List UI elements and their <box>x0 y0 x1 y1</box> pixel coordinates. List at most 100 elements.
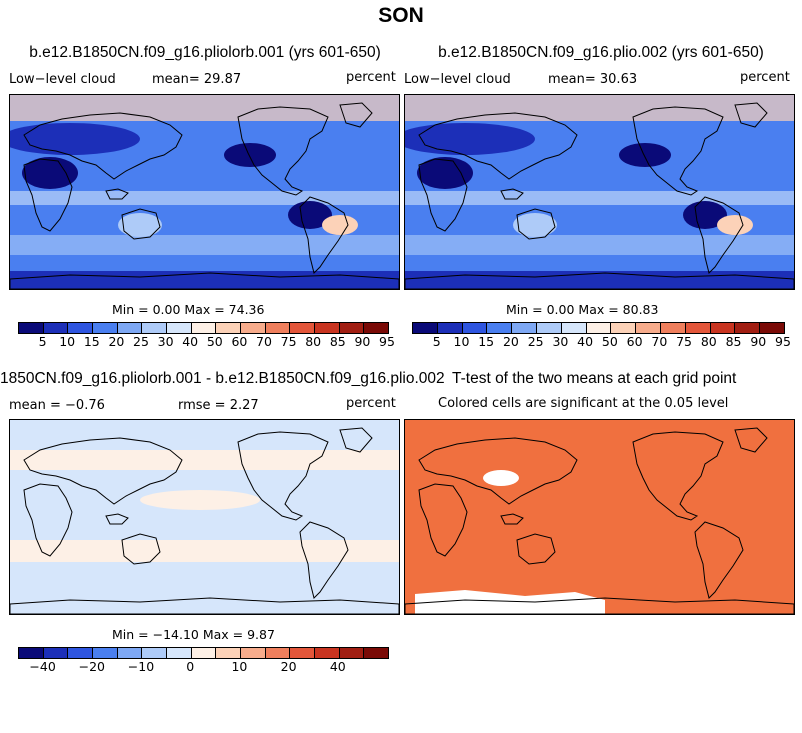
colorbar-swatch <box>760 323 784 333</box>
colorbar-swatch <box>216 648 242 658</box>
colorbar-tick-label: 30 <box>552 334 569 349</box>
map-ttest <box>404 419 795 615</box>
colorbar-swatch <box>19 648 44 658</box>
atlantic-warm <box>717 215 753 235</box>
panel-mean-label: mean= 30.63 <box>548 72 638 87</box>
colorbar-swatch <box>216 323 242 333</box>
coastline <box>23 158 73 232</box>
panel-minmax: Min = 0.00 Max = 80.83 <box>506 302 659 317</box>
california-stratus <box>619 143 671 167</box>
coastline <box>23 112 183 180</box>
atlantic-warm <box>322 215 358 235</box>
colorbar-swatch <box>93 323 118 333</box>
southern-band <box>10 235 399 255</box>
colorbar-swatch <box>315 323 340 333</box>
panel-significance-note: Colored cells are significant at the 0.0… <box>438 396 729 411</box>
coastline <box>632 106 724 196</box>
coastline <box>694 521 744 599</box>
colorbar-tick-label: 75 <box>676 334 693 349</box>
colorbar-swatch <box>611 323 637 333</box>
colorbar-swatch <box>339 323 365 333</box>
panel-units-label: percent <box>346 396 396 411</box>
colorbar-swatch <box>437 323 463 333</box>
coastline <box>405 597 794 614</box>
colorbar-swatch <box>735 323 761 333</box>
non-significant-patch <box>483 470 519 486</box>
colorbar-tick-label: 15 <box>478 334 495 349</box>
colorbar-swatch <box>636 323 661 333</box>
coastline <box>105 513 129 525</box>
colorbar-tick-label: 5 <box>38 334 47 349</box>
africa-stratus <box>417 157 473 189</box>
diff-warm-patch <box>140 490 260 510</box>
colorbar-swatch <box>290 648 316 658</box>
colorbar-swatch <box>117 648 143 658</box>
colorbar-cloud-right <box>412 322 785 334</box>
colorbar-swatch <box>685 323 711 333</box>
australia-desert <box>513 213 557 237</box>
colorbar-tick-label: 60 <box>626 334 643 349</box>
colorbar-swatch <box>167 648 192 658</box>
panel-rmse-label: rmse = 2.27 <box>178 398 259 413</box>
significant-field <box>405 420 794 614</box>
colorbar-swatch <box>241 648 266 658</box>
map-cloud-plio <box>404 94 795 290</box>
colorbar-tick-label: −10 <box>127 659 155 674</box>
colorbar-swatch <box>191 648 217 658</box>
coastline <box>299 521 349 599</box>
colorbar-swatch <box>710 323 736 333</box>
colorbar-swatch <box>142 648 168 658</box>
colorbar-tick-label: 60 <box>231 334 248 349</box>
colorbar-tick-label: 85 <box>329 334 346 349</box>
eurasia-low <box>405 123 535 155</box>
california-stratus <box>224 143 276 167</box>
colorbar-tick-label: 50 <box>206 334 223 349</box>
colorbar-tick-label: 90 <box>750 334 767 349</box>
colorbar-tick-label: 50 <box>601 334 618 349</box>
non-significant-patch <box>415 590 605 614</box>
colorbar-tick-label: 25 <box>133 334 149 349</box>
colorbar-tick-label: 95 <box>379 334 395 349</box>
colorbar-tick-label: 90 <box>354 334 371 349</box>
colorbar-swatch <box>43 648 69 658</box>
coastline <box>694 196 744 274</box>
peru-stratus <box>683 201 727 229</box>
map-cloud-pliolorb <box>9 94 400 290</box>
map-difference <box>9 419 400 615</box>
colorbar-swatch <box>191 323 217 333</box>
colorbar-tick-label: 70 <box>256 334 272 349</box>
coastline <box>23 483 73 557</box>
panel-minmax: Min = 0.00 Max = 74.36 <box>112 302 265 317</box>
coastline <box>418 112 578 180</box>
coastline <box>516 533 556 565</box>
colorbar-swatch <box>487 323 513 333</box>
panel-minmax: Min = −14.10 Max = 9.87 <box>112 627 275 642</box>
coastline <box>237 106 329 196</box>
colorbar-swatch <box>413 323 438 333</box>
coastline <box>23 437 183 505</box>
coastline <box>121 533 161 565</box>
coastline <box>500 513 524 525</box>
diff-warm-band <box>10 540 399 562</box>
coastline <box>405 272 794 289</box>
colorbar-tick-label: 80 <box>305 334 322 349</box>
colorbar-tick-label: 40 <box>577 334 594 349</box>
colorbar-swatch <box>586 323 612 333</box>
eurasia-low <box>10 123 140 155</box>
coastline <box>500 188 524 200</box>
figure-title: SON <box>378 4 424 27</box>
colorbar-swatch <box>364 323 389 333</box>
colorbar-tick-label: 25 <box>527 334 544 349</box>
colorbar-swatch <box>142 323 168 333</box>
colorbar-swatch <box>117 323 143 333</box>
coastline <box>516 208 556 240</box>
coastline <box>418 437 578 505</box>
coastline <box>10 597 399 614</box>
peru-stratus <box>288 201 332 229</box>
colorbar-tick-label: 20 <box>108 334 125 349</box>
coastline <box>418 158 468 232</box>
diff-warm-band <box>10 450 399 470</box>
australia-desert <box>118 213 162 237</box>
colorbar-swatch <box>68 648 94 658</box>
colorbar-tick-label: 15 <box>83 334 100 349</box>
